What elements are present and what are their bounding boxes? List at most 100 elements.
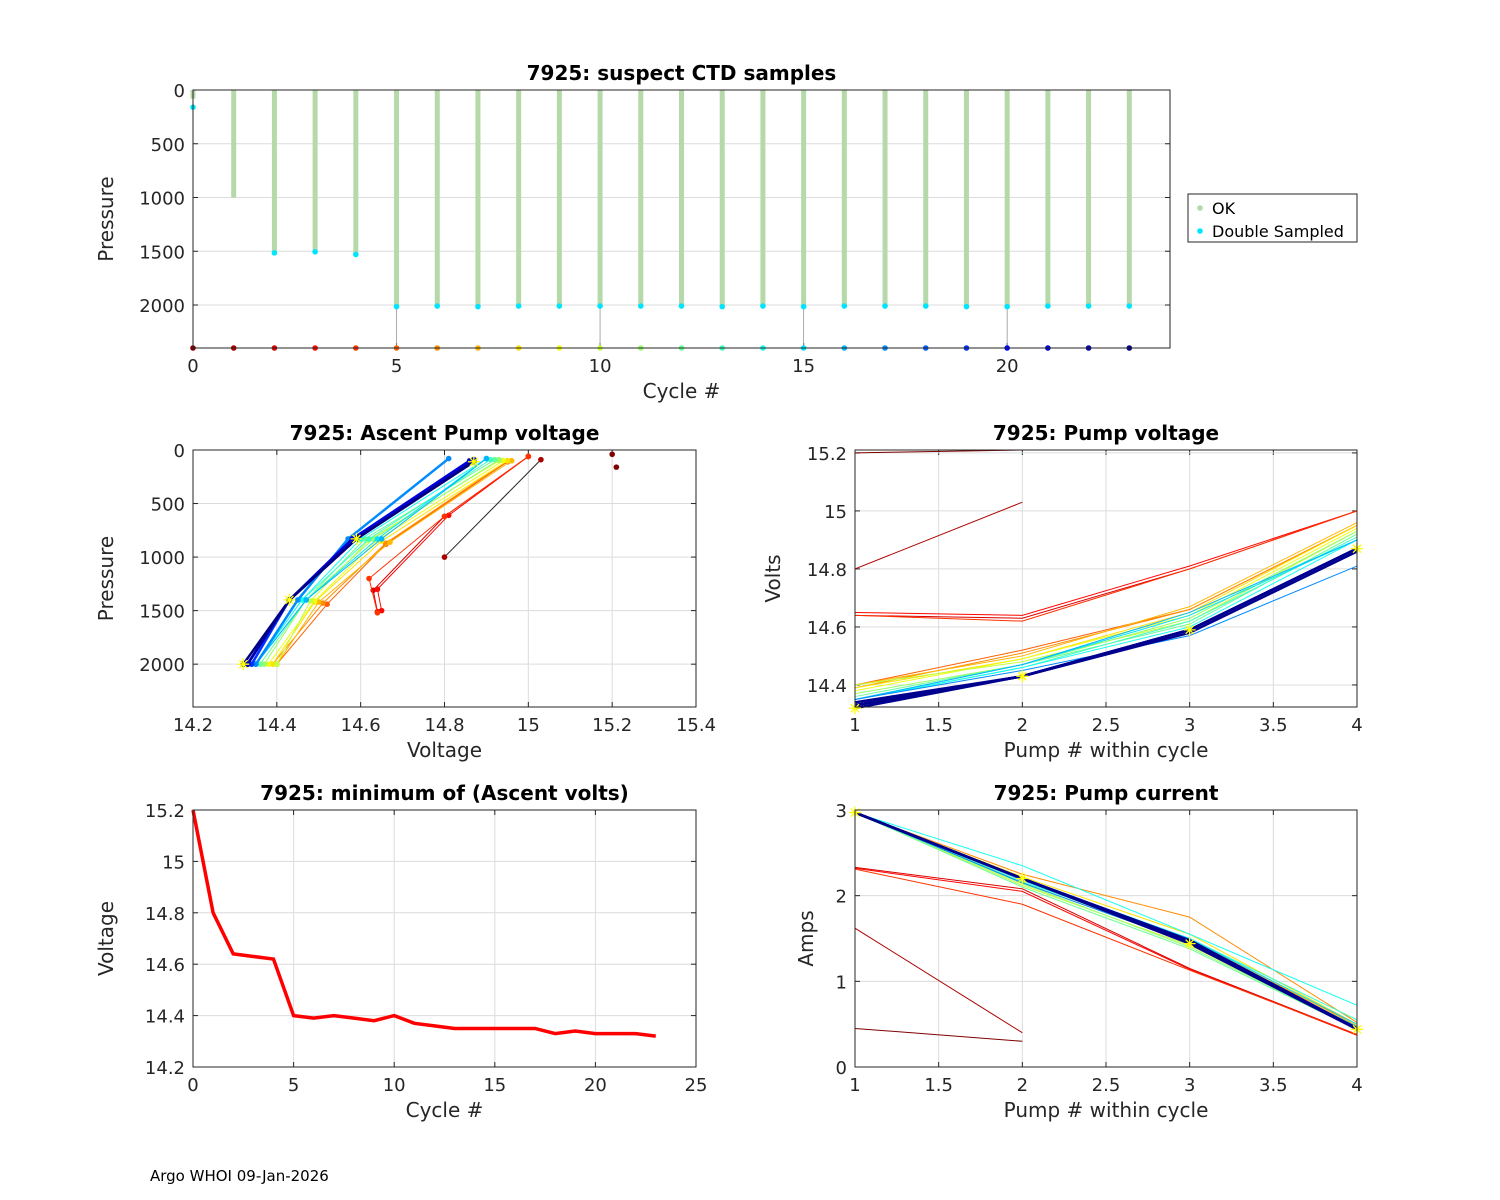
double-sampled-point <box>1126 303 1133 309</box>
ascent-point <box>504 457 511 464</box>
ascent-cycle-line <box>276 461 508 665</box>
ascent-cycle-line <box>242 460 475 665</box>
double-sampled-point <box>963 303 970 310</box>
pumpv-cycle-line <box>854 539 1358 700</box>
ctd-xlabel: Cycle # <box>643 379 721 403</box>
pumpv-title: 7925: Pump voltage <box>993 421 1219 445</box>
pumpi-cycle-line <box>854 812 1358 1006</box>
pumpi-ylabel: Amps <box>794 910 818 966</box>
pumpi-xlabel: Pump # within cycle <box>1004 1098 1209 1122</box>
x-tick-label: 2.5 <box>1092 1075 1121 1096</box>
double-sampled-point <box>800 303 807 310</box>
ascent-title: 7925: Ascent Pump voltage <box>290 421 600 445</box>
x-tick-label: 2 <box>1017 1075 1028 1096</box>
highlight-star-marker <box>237 658 250 671</box>
pumpi-plot-area <box>849 806 1363 1042</box>
x-tick-label: 1.5 <box>924 715 953 736</box>
highlight-star-marker <box>467 455 480 468</box>
x-tick-label: 3.5 <box>1259 1075 1288 1096</box>
x-tick-label: 15.4 <box>676 715 716 736</box>
highlight-star-marker <box>283 593 296 606</box>
x-tick-label: 1 <box>849 715 860 736</box>
y-tick-label: 1 <box>836 972 847 993</box>
y-tick-label: 1500 <box>139 602 185 623</box>
pumpv-cycle-line <box>854 510 1358 622</box>
ascent-cycle-line <box>376 456 529 611</box>
ascent-cycle-line <box>263 459 500 665</box>
double-sampled-point <box>760 303 766 309</box>
x-tick-label: 1 <box>849 1075 860 1096</box>
ascent-axes: 14.2 14.4 14.6 14.8 15 15.2 15.4 0 500 1000 1500 20… <box>94 421 716 762</box>
ascent-point <box>613 464 620 470</box>
x-tick-label: 15.2 <box>592 715 632 736</box>
ascent-point <box>265 661 272 667</box>
x-tick-label: 10 <box>589 356 612 377</box>
ascent-cycle-line <box>268 460 504 665</box>
pumpv-cycle-line <box>854 510 1358 616</box>
pumpv-xlabel: Pump # within cycle <box>1004 738 1209 762</box>
y-tick-label: 14.8 <box>807 560 847 581</box>
footer-credit: Argo WHOI 09-Jan-2026 <box>150 1167 329 1185</box>
ascent-cycle-line <box>276 460 512 665</box>
ascent-point <box>366 575 372 582</box>
pumpi-cycle-line <box>854 866 1358 1035</box>
ascent-cycle-line <box>368 456 529 613</box>
y-tick-label: 15.2 <box>145 801 185 822</box>
y-tick-label: 0 <box>174 441 185 462</box>
y-tick-label: 0 <box>174 81 185 102</box>
x-tick-label: 14.6 <box>341 715 381 736</box>
ascent-point <box>374 586 381 593</box>
ascent-point <box>261 661 268 667</box>
ascent-point <box>378 607 385 614</box>
ascent-point <box>441 554 448 560</box>
x-tick-label: 14.8 <box>424 715 464 736</box>
x-tick-label: 5 <box>288 1075 299 1096</box>
x-tick-label: 14.4 <box>257 715 297 736</box>
double-sampled-point <box>678 303 685 309</box>
y-tick-label: 14.8 <box>145 904 185 925</box>
y-tick-label: 1500 <box>139 242 185 263</box>
ascent-xlabel: Voltage <box>407 738 482 762</box>
y-tick-label: 14.6 <box>807 618 847 639</box>
x-tick-label: 10 <box>383 1075 406 1096</box>
double-sampled-point <box>882 303 888 309</box>
pumpv-cycle-line <box>854 527 1358 692</box>
ascent-plot-area <box>237 451 620 671</box>
highlight-star-marker <box>350 532 363 545</box>
x-tick-label: 25 <box>685 1075 708 1096</box>
highlight-star-marker <box>1016 872 1029 885</box>
highlight-star-marker <box>1183 623 1196 636</box>
ascent-point <box>311 598 318 604</box>
x-tick-label: 3.5 <box>1259 715 1288 736</box>
y-tick-label: 15 <box>824 502 847 523</box>
x-tick-label: 20 <box>584 1075 607 1096</box>
ascent-point <box>483 455 490 462</box>
y-tick-label: 14.2 <box>145 1058 185 1079</box>
double-sampled-point <box>515 303 522 309</box>
legend-label: OK <box>1212 199 1236 218</box>
y-tick-label: 14.6 <box>145 955 185 976</box>
ascent-cycle-line <box>255 458 487 665</box>
ascent-point <box>378 536 385 542</box>
x-tick-label: 4 <box>1351 1075 1362 1096</box>
y-tick-label: 14.4 <box>145 1007 185 1028</box>
ascent-point <box>374 609 381 616</box>
double-sampled-point <box>556 303 563 309</box>
legend-marker <box>1197 205 1203 211</box>
minv-title: 7925: minimum of (Ascent volts) <box>260 781 629 805</box>
ascent-point <box>307 598 314 604</box>
double-sampled-point <box>393 303 400 310</box>
y-tick-label: 14.4 <box>807 676 847 697</box>
y-tick-label: 2000 <box>139 655 185 676</box>
ascent-point <box>366 536 372 542</box>
x-tick-label: 14.2 <box>173 715 213 736</box>
x-tick-label: 0 <box>187 356 198 377</box>
y-tick-label: 0 <box>836 1058 847 1079</box>
ascent-point <box>508 457 515 464</box>
pumpi-cycle-line <box>854 811 1358 1031</box>
ctd-title: 7925: suspect CTD samples <box>527 61 837 85</box>
pumpi-title: 7925: Pump current <box>994 781 1219 805</box>
legend-label: Double Sampled <box>1212 222 1344 241</box>
legend-marker <box>1197 228 1203 234</box>
ascent-point <box>269 661 276 667</box>
